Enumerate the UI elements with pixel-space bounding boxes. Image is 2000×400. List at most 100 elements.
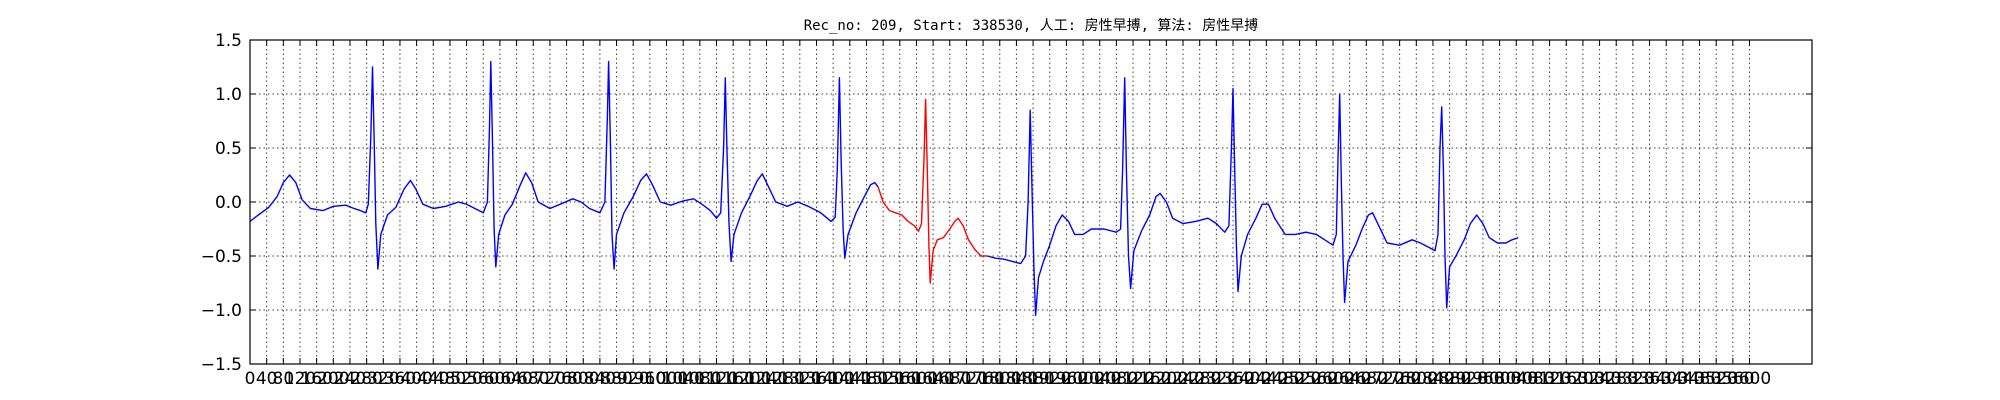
x-tick-label: 2280: [1178, 369, 1221, 389]
x-tick-label: 1320: [778, 369, 821, 389]
x-tick-label: 2880: [1428, 369, 1471, 389]
x-tick-label: 1920: [1028, 369, 1071, 389]
x-tick-label: 2600: [1311, 369, 1354, 389]
x-tick-label: 2640: [1328, 369, 1371, 389]
y-tick-label: 1.0: [215, 85, 242, 105]
x-tick-label: 2760: [1378, 369, 1421, 389]
x-tick-label: 2240: [1161, 369, 1204, 389]
x-tick-label: 2160: [1128, 369, 1171, 389]
x-tick-label: 1360: [795, 369, 838, 389]
x-tick-label: 3000: [1478, 369, 1521, 389]
x-tick-label: 1040: [662, 369, 705, 389]
x-tick-label: 200: [317, 369, 349, 389]
x-tick-label: 280: [350, 369, 382, 389]
signal-line-premature: [877, 98, 988, 284]
x-tick-label: 360: [384, 369, 416, 389]
x-tick-label: 680: [517, 369, 549, 389]
x-tick-label: 2200: [1145, 369, 1188, 389]
x-tick-label: 3200: [1561, 369, 1604, 389]
grid: [249, 39, 1812, 365]
signal-line-post: [987, 77, 1519, 317]
x-tick-label: 1520: [861, 369, 904, 389]
x-tick-label: 3520: [1695, 369, 1738, 389]
x-tick-label: 3440: [1661, 369, 1704, 389]
x-tick-label: 2840: [1411, 369, 1454, 389]
x-tick-label: 0: [245, 369, 256, 389]
chart-title: Rec_no: 209, Start: 338530, 人工: 房性早搏, 算法…: [804, 17, 1259, 34]
x-tick-label: 1200: [728, 369, 771, 389]
x-tick-label: 320: [367, 369, 399, 389]
x-tick-label: 1480: [845, 369, 888, 389]
x-tick-label: 1720: [945, 369, 988, 389]
x-tick-label: 2960: [1461, 369, 1504, 389]
y-tick-label: −1.0: [201, 301, 242, 321]
x-tick-label: 2080: [1095, 369, 1138, 389]
x-tick-label: 3360: [1628, 369, 1671, 389]
x-tick-label: 3240: [1578, 369, 1621, 389]
x-tick-label: 2120: [1111, 369, 1154, 389]
x-tick-label: 1000: [645, 369, 688, 389]
x-tick-label: 960: [634, 369, 666, 389]
x-tick-label: 2360: [1211, 369, 1254, 389]
x-tick-label: 720: [534, 369, 566, 389]
x-tick-label: 40: [256, 369, 278, 389]
x-tick-label: 2520: [1278, 369, 1321, 389]
x-tick-label: 2480: [1261, 369, 1304, 389]
x-tick-label: 1960: [1045, 369, 1088, 389]
y-axis-tick-labels: 1.5 1.0 0.5 0.0 −0.5 −1.0 −1.5: [201, 31, 242, 375]
x-tick-label: 1840: [995, 369, 1038, 389]
x-tick-label: 760: [550, 369, 582, 389]
x-tick-label: 3400: [1645, 369, 1688, 389]
signal-line-pre: [249, 60, 879, 270]
x-tick-label: 600: [484, 369, 516, 389]
x-tick-label: 1640: [911, 369, 954, 389]
x-tick-label: 3320: [1611, 369, 1654, 389]
x-tick-label: 3080: [1511, 369, 1554, 389]
x-tick-label: 2320: [1195, 369, 1238, 389]
x-tick-label: 2040: [1078, 369, 1121, 389]
x-tick-label: 640: [500, 369, 532, 389]
x-tick-label: 840: [584, 369, 616, 389]
x-tick-label: 560: [467, 369, 499, 389]
plot-frame: [249, 39, 1813, 365]
x-tick-label: 1160: [712, 369, 755, 389]
x-tick-label: 1880: [1011, 369, 1054, 389]
x-tick-label: 440: [417, 369, 449, 389]
x-tick-label: 400: [400, 369, 432, 389]
x-tick-label: 3160: [1545, 369, 1588, 389]
x-tick-label: 520: [450, 369, 482, 389]
x-tick-label: 1560: [878, 369, 921, 389]
x-tick-label: 1400: [812, 369, 855, 389]
x-tick-label: 240: [334, 369, 366, 389]
y-tick-label: −0.5: [201, 247, 242, 267]
x-tick-label: 2400: [1228, 369, 1271, 389]
x-tick-label: 80: [273, 369, 295, 389]
x-tick-label: 3480: [1678, 369, 1721, 389]
x-tick-label: 2920: [1445, 369, 1488, 389]
x-tick-label: 800: [567, 369, 599, 389]
x-tick-label: 1800: [978, 369, 1021, 389]
x-tick-label: 1680: [928, 369, 971, 389]
y-tick-label: 0.0: [215, 193, 242, 213]
x-tick-label: 3600: [1728, 369, 1771, 389]
x-tick-label: 2720: [1361, 369, 1404, 389]
x-tick-label: 1440: [828, 369, 871, 389]
x-tick-label: 1280: [762, 369, 805, 389]
x-tick-label: 2800: [1395, 369, 1438, 389]
x-tick-label: 1760: [961, 369, 1004, 389]
x-tick-label: 2560: [1295, 369, 1338, 389]
x-tick-label: 2680: [1345, 369, 1388, 389]
x-tick-label: 2440: [1245, 369, 1288, 389]
y-tick-label: −1.5: [201, 355, 242, 375]
x-tick-label: 3280: [1595, 369, 1638, 389]
signal-series: [249, 60, 1519, 317]
y-tick-label: 0.5: [215, 139, 242, 159]
x-tick-label: 480: [434, 369, 466, 389]
x-tick-label: 2000: [1061, 369, 1104, 389]
x-tick-label: 880: [600, 369, 632, 389]
x-tick-label: 1080: [678, 369, 721, 389]
x-tick-label: 3040: [1495, 369, 1538, 389]
x-axis-tick-labels: 0 408012016020024028032036040044048052056…: [245, 369, 1772, 389]
x-tick-label: 1240: [745, 369, 788, 389]
